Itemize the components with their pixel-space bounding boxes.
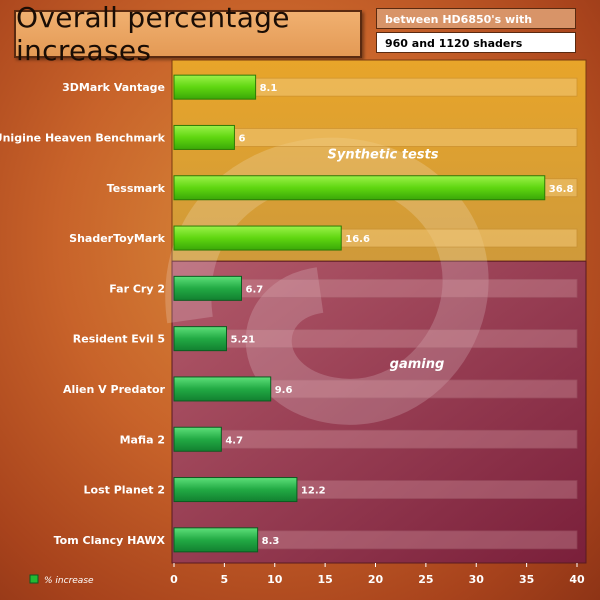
bar xyxy=(173,426,222,452)
category-label: Mafia 2 xyxy=(120,433,165,446)
data-label: 4.7 xyxy=(225,435,243,446)
tick-label: 10 xyxy=(267,573,283,586)
data-label: 16.6 xyxy=(345,234,370,245)
legend-swatch xyxy=(29,574,39,584)
bar xyxy=(173,527,259,553)
data-label: 6 xyxy=(238,133,245,144)
tick-label: 0 xyxy=(170,573,178,586)
tick-label: 35 xyxy=(519,573,534,586)
bar xyxy=(173,124,235,150)
data-label: 8.1 xyxy=(260,83,278,94)
bar xyxy=(173,74,257,100)
data-label: 12.2 xyxy=(301,486,326,497)
category-label: Resident Evil 5 xyxy=(73,333,165,346)
tick-label: 25 xyxy=(418,573,433,586)
bar xyxy=(173,175,546,201)
group-label-gaming: gaming xyxy=(390,357,445,372)
tick-label: 20 xyxy=(368,573,384,586)
category-label: Tessmark xyxy=(107,182,166,195)
tick-label: 15 xyxy=(317,573,332,586)
data-label: 6.7 xyxy=(246,284,264,295)
data-label: 36.8 xyxy=(549,184,574,195)
category-label: Far Cry 2 xyxy=(109,282,165,295)
bar xyxy=(173,376,272,402)
legend-label: % increase xyxy=(44,576,94,586)
category-label: Unigine Heaven Benchmark xyxy=(0,131,166,144)
category-label: Tom Clancy HAWX xyxy=(54,534,166,547)
subtitle-line-2: 960 and 1120 shaders xyxy=(376,32,576,53)
data-label: 9.6 xyxy=(275,385,293,396)
category-label: Lost Planet 2 xyxy=(84,484,166,497)
bar xyxy=(173,326,227,352)
tick-label: 40 xyxy=(569,573,585,586)
category-label: Alien V Predator xyxy=(63,383,166,396)
category-label: 3DMark Vantage xyxy=(62,81,165,94)
category-label: ShaderToyMark xyxy=(69,232,165,245)
data-label: 5.21 xyxy=(230,335,255,346)
group-label-synthetic: Synthetic tests xyxy=(327,147,438,162)
gaming-panel xyxy=(171,260,587,564)
bar xyxy=(173,275,243,301)
bar xyxy=(173,477,298,503)
tick-label: 30 xyxy=(469,573,485,586)
data-label: 8.3 xyxy=(262,536,280,547)
bar xyxy=(173,225,342,251)
subtitle-line-1: between HD6850's with xyxy=(376,8,576,29)
tick-label: 5 xyxy=(221,573,229,586)
